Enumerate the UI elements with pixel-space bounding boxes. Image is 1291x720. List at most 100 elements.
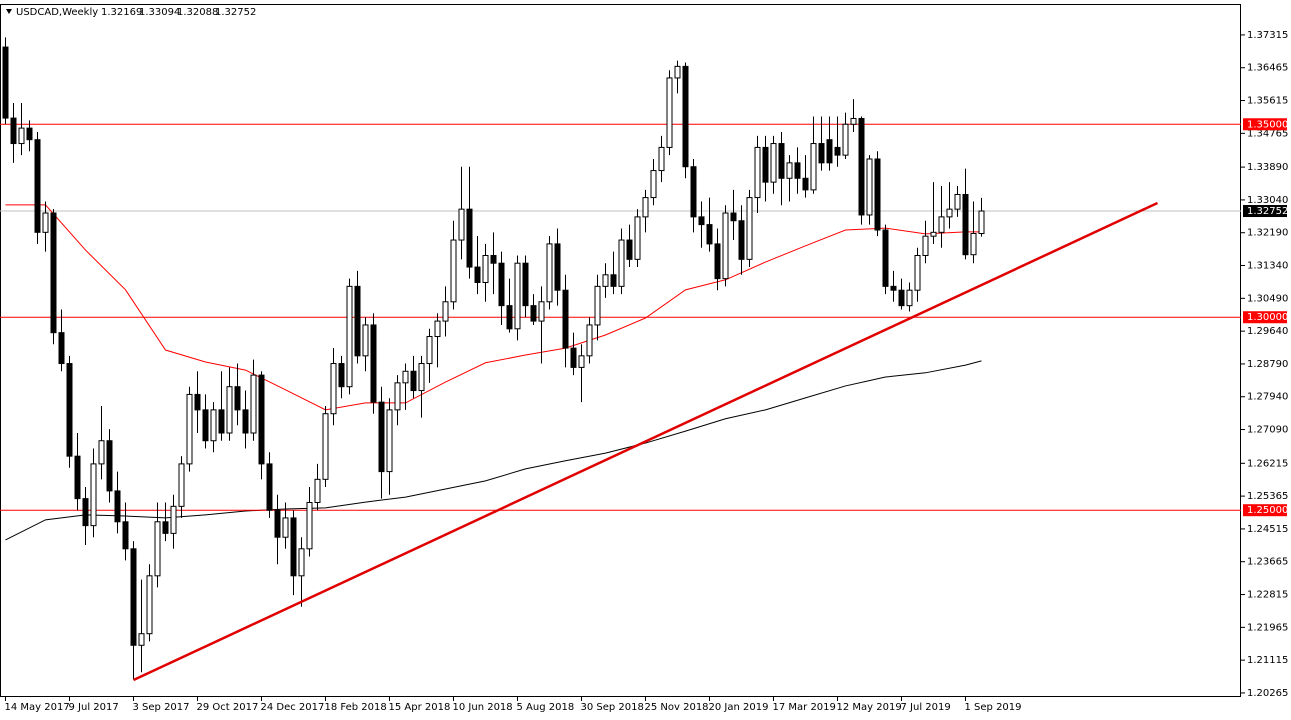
candle-body: [602, 274, 609, 287]
candle-body: [402, 370, 409, 384]
x-tick-label: 12 May 2019: [837, 702, 902, 713]
candle-body: [594, 285, 601, 326]
candle-body: [394, 382, 401, 411]
candle-body: [570, 347, 577, 368]
x-tick-label: 10 Jun 2018: [453, 702, 513, 713]
candle-body: [818, 143, 825, 164]
candle-body: [210, 409, 217, 442]
candle-body: [138, 633, 145, 646]
candle-body: [450, 239, 457, 303]
candle-body: [850, 117, 857, 125]
candle-body: [442, 301, 449, 322]
candle-body: [194, 393, 201, 411]
y-tick-label: 1.27090: [1247, 425, 1288, 436]
candle-body: [954, 193, 961, 210]
candle-body: [698, 216, 705, 226]
level-label-bg: [1243, 504, 1287, 517]
candle-body: [514, 262, 521, 330]
candle-body: [970, 232, 977, 256]
y-tick-label: 1.33040: [1247, 195, 1288, 206]
candle-body: [482, 254, 489, 283]
candle-body: [266, 463, 273, 511]
candle-body: [154, 521, 161, 577]
candle-body: [218, 409, 225, 434]
candle-body: [290, 517, 297, 577]
candle-body: [498, 262, 505, 307]
candle-body: [202, 409, 209, 442]
x-tick-label: 24 Dec 2017: [261, 702, 325, 713]
candle-body: [794, 162, 801, 179]
candle-body: [610, 274, 617, 287]
level-label: 1.30000: [1247, 312, 1288, 323]
candle-body: [386, 409, 393, 473]
level-label-bg: [1243, 311, 1287, 324]
candle-body: [650, 170, 657, 199]
y-tick-label: 1.34765: [1247, 128, 1288, 139]
candle-body: [338, 363, 345, 388]
candle-body: [98, 440, 105, 465]
candle-body: [930, 231, 937, 237]
candle-body: [530, 305, 537, 322]
candle-body: [298, 548, 305, 577]
candle-body: [946, 208, 953, 218]
candle-body: [882, 229, 889, 287]
y-tick-label: 1.32190: [1247, 228, 1288, 239]
candle-body: [770, 143, 777, 183]
x-tick-label: 20 Jan 2019: [709, 702, 769, 713]
symbol-label: USDCAD,Weekly: [16, 7, 98, 18]
candle-body: [346, 285, 353, 388]
candle-body: [330, 363, 337, 415]
candle-body: [74, 455, 81, 500]
candle-body: [490, 254, 497, 264]
candle-body: [546, 243, 553, 303]
candle-body: [690, 166, 697, 218]
y-tick-label: 1.30490: [1247, 293, 1288, 304]
level-label: 1.25000: [1247, 505, 1288, 516]
candle-body: [706, 224, 713, 245]
candle-body: [234, 386, 241, 411]
candle-body: [410, 370, 417, 392]
level-label-bg: [1243, 118, 1287, 131]
candle-body: [962, 193, 969, 256]
y-tick-label: 1.27940: [1247, 392, 1288, 403]
menu-arrow[interactable]: [6, 9, 12, 14]
y-tick-label: 1.20265: [1247, 688, 1288, 699]
candle-body: [754, 146, 761, 199]
y-tick-label: 1.29640: [1247, 326, 1288, 337]
candle-body: [786, 162, 793, 179]
x-tick-label: 15 Apr 2018: [389, 702, 451, 713]
candle-body: [538, 301, 545, 322]
y-tick-label: 1.22815: [1247, 590, 1288, 601]
candle-body: [90, 463, 97, 527]
candle-body: [914, 254, 921, 291]
candle-body: [250, 374, 257, 434]
x-tick-label: 25 Nov 2018: [645, 702, 709, 713]
candle-body: [130, 548, 137, 646]
price-label-bg: [1243, 205, 1287, 218]
trendline: [132, 201, 1159, 682]
y-tick-label: 1.25365: [1247, 491, 1288, 502]
candle-body: [322, 413, 329, 480]
candle-body: [42, 212, 49, 233]
y-tick-label: 1.28790: [1247, 359, 1288, 370]
candle-body: [578, 355, 585, 368]
candle-body: [34, 139, 41, 233]
candle-body: [762, 146, 769, 183]
x-tick-label: 5 Aug 2018: [517, 702, 575, 713]
candle-body: [466, 208, 473, 268]
candle-body: [922, 235, 929, 256]
moving-average: [5, 204, 982, 411]
candle-body: [458, 208, 465, 241]
y-tick-label: 1.21115: [1247, 655, 1288, 666]
candle-body: [586, 324, 593, 357]
candle-body: [674, 65, 681, 79]
candle-body: [2, 46, 9, 119]
candle-body: [258, 374, 265, 465]
candle-body: [122, 521, 129, 550]
candle-body: [842, 123, 849, 156]
candle-body: [50, 212, 57, 334]
plot-frame: [0, 4, 1241, 697]
candle-body: [802, 177, 809, 191]
candle-body: [178, 463, 185, 507]
ohlc-high: 1.33094: [139, 7, 180, 18]
